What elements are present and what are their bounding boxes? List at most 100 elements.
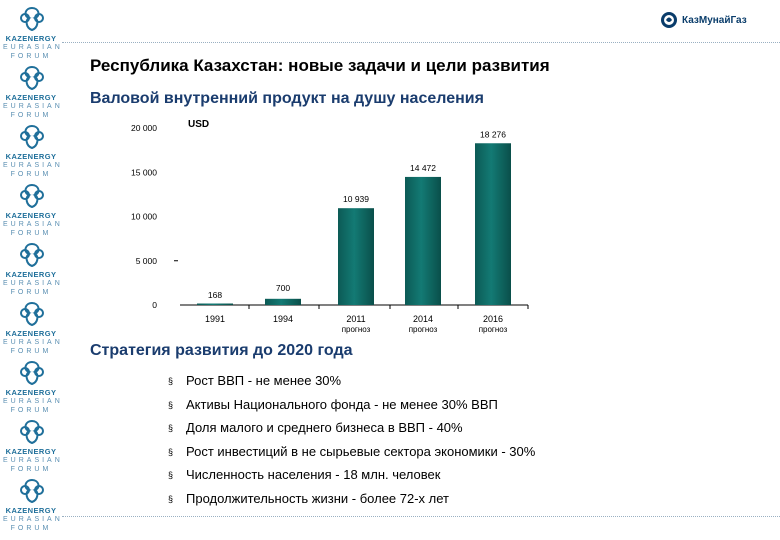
ornament-icon (20, 183, 44, 209)
logo-line1: KAZENERGY (5, 447, 57, 456)
bullet-glyph: § (168, 446, 174, 457)
ornament-icon (20, 242, 44, 268)
y-tick-label: 20 000 (131, 123, 157, 133)
bar (475, 143, 511, 305)
kmg-emblem-icon (661, 12, 677, 28)
y-tick-label: 10 000 (131, 212, 157, 222)
ornament-icon (20, 65, 44, 91)
ornament-icon (20, 301, 44, 327)
logo-line3: FORUM (10, 112, 52, 119)
strategy-item: § Продолжительность жизни - более 72-х ле… (168, 490, 535, 514)
bullet-glyph: § (168, 493, 174, 504)
strategy-item-text: Рост ВВП - не менее 30% (186, 373, 342, 388)
logo-caption: KAZENERGY EURASIAN FORUM (3, 211, 63, 238)
kazenergy-logo: KAZENERGY EURASIAN FORUM (3, 183, 63, 239)
bar (197, 303, 233, 305)
strategy-item: § Численность населения - 18 млн. человек (168, 466, 535, 490)
kazenergy-logo: KAZENERGY EURASIAN FORUM (3, 65, 63, 121)
page-title: Республика Казахстан: новые задачи и цел… (90, 56, 550, 75)
logo-line2: EURASIAN (3, 44, 63, 51)
strategy-item-text: Численность населения - 18 млн. человек (186, 467, 441, 482)
strategy-item: § Рост ВВП - не менее 30% (168, 372, 535, 396)
logo-line1: KAZENERGY (5, 34, 57, 43)
ornament-icon (20, 419, 44, 445)
strategy-list: § Рост ВВП - не менее 30% § Активы Национал… (168, 372, 535, 513)
logo-line1: KAZENERGY (5, 506, 57, 515)
kazenergy-logo: KAZENERGY EURASIAN FORUM (3, 301, 63, 357)
kazenergy-logo: KAZENERGY EURASIAN FORUM (3, 478, 63, 534)
unit-label: USD (188, 119, 209, 130)
x-tick-note: прогноз (409, 325, 438, 334)
logo-line3: FORUM (10, 466, 52, 473)
logo-line3: FORUM (10, 171, 52, 178)
brand-text: КазМунайГаз (682, 14, 747, 26)
y-tick-label: 0 (152, 300, 157, 310)
bullet-glyph: § (168, 470, 174, 480)
logo-line2: EURASIAN (3, 162, 63, 169)
logo-caption: KAZENERGY EURASIAN FORUM (3, 152, 63, 179)
bar (405, 176, 441, 305)
logo-line1: KAZENERGY (5, 211, 57, 220)
strategy-item-text: Рост инвестиций в не сырьевые сектора эк… (186, 443, 536, 459)
strategy-heading: Стратегия развития до 2020 года (90, 342, 353, 359)
kazenergy-logo: KAZENERGY EURASIAN FORUM (3, 419, 63, 475)
ornament-icon (20, 478, 44, 504)
strategy-item-text: Доля малого и среднего бизнеса в ВВП - 4… (186, 420, 463, 435)
logo-line3: FORUM (10, 407, 52, 414)
bullet-glyph: § (168, 376, 174, 386)
sidebar-logo-column: KAZENERGY EURASIAN FORUM KAZENERGY EURASIAN F… (0, 0, 62, 540)
strategy-item: § Доля малого и среднего бизнеса в ВВП - … (168, 419, 535, 443)
logo-line2: EURASIAN (3, 457, 63, 464)
footer-divider (62, 516, 780, 517)
logo-line3: FORUM (10, 230, 52, 237)
x-tick-note: прогноз (342, 325, 371, 334)
strategy-item: § Рост инвестиций в не сырьевые сектора э… (168, 443, 535, 467)
logo-line3: FORUM (10, 348, 52, 355)
logo-caption: KAZENERGY EURASIAN FORUM (3, 93, 63, 120)
x-tick-label: 1994 (273, 314, 293, 324)
logo-caption: KAZENERGY EURASIAN FORUM (3, 329, 63, 356)
logo-line3: FORUM (10, 53, 52, 60)
logo-caption: KAZENERGY EURASIAN FORUM (3, 447, 63, 474)
logo-line1: KAZENERGY (5, 152, 57, 161)
x-tick-label: 2011 (346, 314, 365, 324)
logo-line2: EURASIAN (3, 221, 63, 228)
kazenergy-logo: KAZENERGY EURASIAN FORUM (3, 124, 63, 180)
bar-value-label: 14 472 (410, 163, 436, 173)
x-tick-label: 2016 (483, 314, 503, 324)
logo-line1: KAZENERGY (5, 93, 57, 102)
ornament-icon (20, 124, 44, 150)
logo-line2: EURASIAN (3, 516, 63, 523)
y-tick-label: 15 000 (131, 167, 157, 177)
kazmunaigas-logo: КазМунайГаз (660, 10, 747, 30)
logo-line2: EURASIAN (3, 398, 63, 405)
bar-value-label: 18 276 (480, 129, 506, 139)
logo-line1: KAZENERGY (5, 329, 57, 338)
logo-caption: KAZENERGY EURASIAN FORUM (3, 388, 63, 415)
bar-value-label: 700 (276, 283, 290, 293)
bullet-glyph: § (168, 423, 174, 433)
ornament-icon (20, 360, 44, 386)
logo-line2: EURASIAN (3, 103, 63, 110)
kazenergy-logo: KAZENERGY EURASIAN FORUM (3, 360, 63, 416)
logo-line2: EURASIAN (3, 339, 63, 346)
strategy-item-text: Продолжительность жизни - более 72-х лет (186, 490, 450, 506)
kazenergy-logo: KAZENERGY EURASIAN FORUM (3, 242, 63, 298)
kazenergy-logo: KAZENERGY EURASIAN FORUM (3, 6, 63, 62)
logo-line3: FORUM (10, 525, 52, 532)
strategy-item-text: Активы Национального фонда - не менее 30… (186, 396, 498, 412)
header-divider (62, 42, 780, 43)
logo-caption: KAZENERGY EURASIAN FORUM (3, 270, 63, 297)
chart-heading: Валовой внутренний продукт на душу насел… (90, 90, 484, 107)
bar (338, 208, 374, 305)
y-tick-label: 5 000 (136, 256, 158, 266)
strategy-item: § Активы Национального фонда - не менее 3… (168, 396, 535, 420)
logo-caption: KAZENERGY EURASIAN FORUM (3, 34, 63, 61)
bullet-glyph: § (168, 399, 174, 410)
bar (265, 298, 301, 305)
ornament-icon (20, 6, 44, 32)
logo-caption: KAZENERGY EURASIAN FORUM (3, 506, 63, 533)
logo-line2: EURASIAN (3, 280, 63, 287)
logo-line3: FORUM (10, 289, 52, 296)
